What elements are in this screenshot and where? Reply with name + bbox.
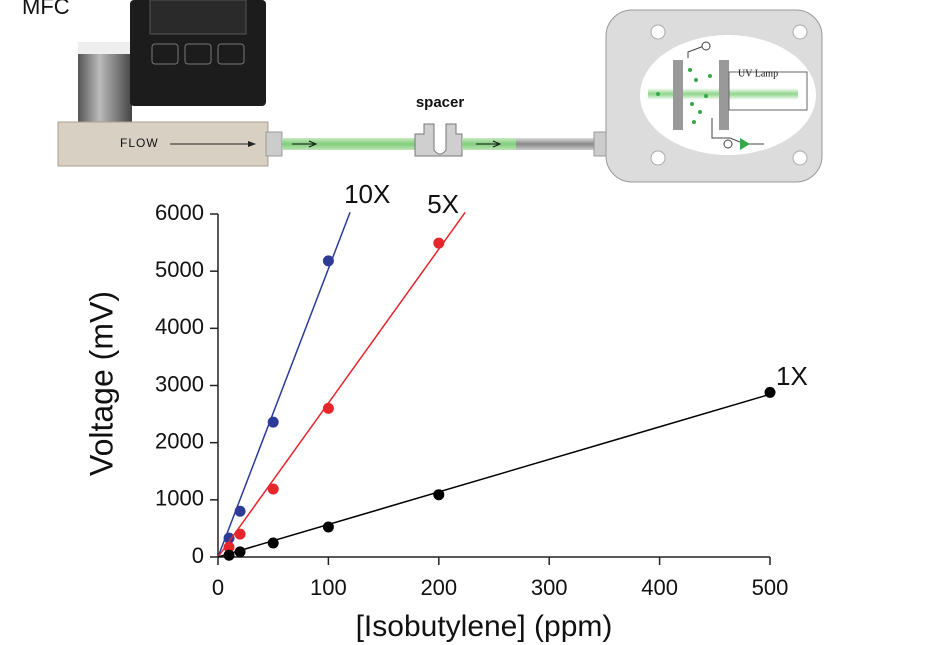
- data-point: [433, 489, 445, 501]
- x-tick-label: 500: [752, 575, 789, 600]
- tube-arrow: [292, 140, 318, 148]
- data-point: [234, 546, 246, 558]
- fit-line: [217, 211, 466, 558]
- mfc-button: [217, 43, 245, 65]
- series-label: 1X: [776, 361, 808, 391]
- data-point: [267, 483, 279, 495]
- data-point: [322, 255, 334, 267]
- y-tick-label: 2000: [155, 428, 204, 453]
- screw: [650, 150, 666, 166]
- tube: [282, 138, 416, 150]
- wire: [687, 45, 705, 58]
- series-label: 5X: [427, 189, 459, 219]
- mfc-display: [149, 0, 247, 35]
- setup-diagram: MFC FLOW spacer UV Lamp: [22, 0, 823, 183]
- tube-arrow: [476, 140, 502, 148]
- lamp-label: UV Lamp: [738, 68, 778, 79]
- flow-label: FLOW: [120, 136, 159, 150]
- connector: [265, 131, 283, 157]
- mfc-button: [184, 43, 212, 65]
- screw: [792, 150, 808, 166]
- mfc-label: MFC: [22, 0, 70, 19]
- x-tick-label: 0: [212, 575, 224, 600]
- spacer-label: spacer: [416, 94, 465, 111]
- data-point: [234, 505, 246, 517]
- data-point: [322, 402, 334, 414]
- x-tick-label: 400: [641, 575, 678, 600]
- fit-line: [217, 212, 351, 558]
- mfc-cap: [78, 42, 132, 54]
- wire: [711, 118, 764, 145]
- y-tick-label: 1000: [155, 486, 204, 511]
- electrode: [719, 60, 729, 130]
- data-point: [433, 237, 445, 249]
- x-axis-title: [Isobutylene] (ppm): [356, 610, 613, 643]
- data-point: [267, 416, 279, 428]
- screw: [792, 24, 808, 40]
- x-tick-label: 200: [420, 575, 457, 600]
- uv-lamp: [728, 71, 808, 111]
- fit-line: [217, 393, 771, 558]
- data-point: [223, 532, 235, 544]
- chart: 0 1000 2000 3000 4000 5000 6000 0 100 200 300 400 50…: [83, 179, 807, 643]
- x-tick-label: 100: [310, 575, 347, 600]
- flow-arrow-head: [248, 141, 256, 147]
- x-tick-label: 300: [531, 575, 568, 600]
- y-tick-label: 4000: [155, 314, 204, 339]
- mfc-button: [151, 43, 179, 65]
- screw: [650, 24, 666, 40]
- data-point: [267, 537, 279, 549]
- plus-terminal: [701, 41, 711, 51]
- y-tick-label: 3000: [155, 371, 204, 396]
- minus-terminal: [723, 139, 733, 149]
- series-label: 10X: [344, 179, 390, 209]
- data-point: [234, 528, 246, 540]
- data-point: [322, 521, 334, 533]
- electrode: [673, 60, 683, 130]
- spacer: [414, 123, 463, 157]
- y-tick-label: 0: [192, 543, 204, 568]
- signal-arrow: [740, 138, 750, 150]
- data-point: [223, 549, 235, 561]
- mfc-cylinder: [78, 42, 132, 126]
- y-axis-title: Voltage (mV): [83, 291, 119, 476]
- y-tick-label: 6000: [155, 200, 204, 225]
- data-point: [764, 386, 776, 398]
- data-point: [223, 541, 235, 553]
- y-tick-label: 5000: [155, 257, 204, 282]
- tube: [516, 138, 596, 150]
- ions: [656, 68, 712, 124]
